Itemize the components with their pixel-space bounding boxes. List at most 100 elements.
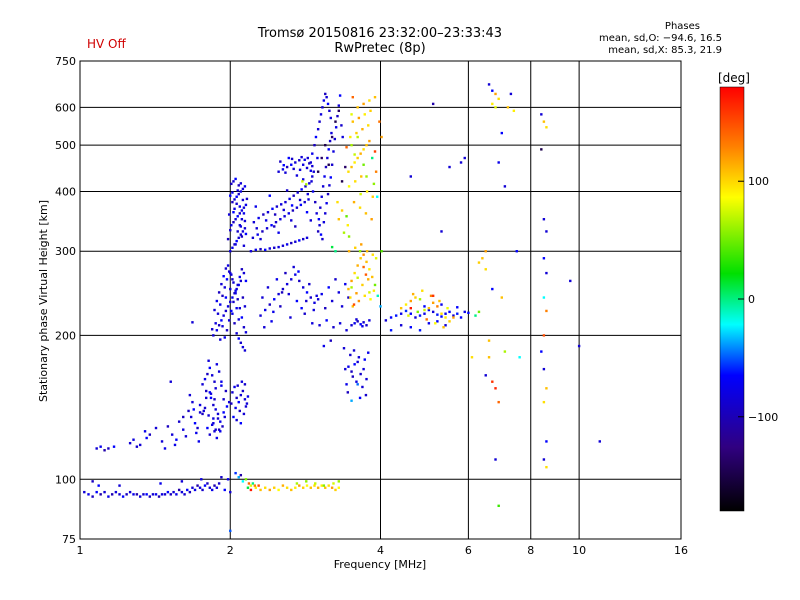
echo-point	[91, 495, 94, 498]
echo-point	[448, 320, 451, 323]
echo-point	[326, 156, 329, 160]
echo-point	[192, 408, 195, 411]
echo-point	[290, 163, 293, 166]
echo-point	[277, 170, 280, 173]
echo-point	[110, 493, 114, 496]
echo-point	[355, 292, 358, 295]
y-tick-label: 200	[55, 329, 76, 342]
echo-point	[356, 360, 359, 364]
echo-point	[169, 380, 172, 383]
echo-point	[224, 296, 228, 299]
echo-point	[337, 486, 341, 489]
echo-point	[340, 305, 344, 308]
echo-point	[235, 195, 238, 198]
y-axis-ticks: 75 100 200 300 400 500 600 750	[55, 55, 76, 546]
echo-point	[318, 324, 321, 327]
echo-point	[294, 486, 297, 489]
echo-point	[436, 313, 439, 316]
echo-point	[95, 490, 98, 494]
echo-point	[208, 366, 212, 370]
echo-point	[340, 209, 344, 212]
colorbar-label: [deg]	[718, 71, 750, 85]
echo-point	[242, 244, 246, 247]
echo-point	[354, 180, 357, 183]
echo-point	[545, 271, 548, 275]
echo-point	[215, 329, 219, 332]
echo-point	[240, 380, 244, 383]
echo-point	[319, 206, 322, 209]
echo-point	[229, 194, 232, 197]
echo-point	[542, 120, 546, 123]
echo-point	[309, 169, 312, 172]
y-tick-label: 750	[55, 55, 76, 68]
echo-point	[459, 316, 463, 319]
echo-point	[327, 163, 330, 166]
echo-point	[222, 274, 225, 278]
echo-point	[337, 104, 341, 107]
echo-point	[309, 219, 312, 222]
echo-point	[358, 250, 362, 253]
echo-point	[240, 316, 244, 319]
echo-point	[330, 245, 334, 249]
echo-point	[206, 372, 209, 376]
echo-point	[231, 312, 234, 315]
echo-point	[487, 356, 491, 359]
echo-point	[298, 239, 301, 242]
echo-point	[103, 449, 106, 452]
echo-point	[306, 156, 309, 160]
echo-point	[197, 440, 201, 443]
echo-point	[440, 230, 443, 233]
echo-point	[500, 296, 504, 299]
echo-point	[452, 314, 455, 317]
echo-point	[291, 209, 295, 212]
echo-point	[237, 192, 240, 196]
echo-point	[268, 488, 271, 492]
echo-point	[407, 314, 410, 317]
echo-point	[350, 113, 353, 116]
echo-point	[545, 387, 548, 390]
echo-point	[356, 106, 359, 109]
echo-point	[542, 367, 546, 371]
echo-point	[229, 300, 232, 304]
echo-point	[367, 351, 370, 354]
echo-point	[374, 257, 378, 260]
echo-point	[337, 218, 341, 221]
echo-point	[356, 320, 359, 323]
echo-point	[242, 206, 246, 209]
echo-point	[427, 308, 431, 312]
echo-point	[324, 165, 328, 169]
echo-point	[316, 127, 320, 131]
echo-point	[198, 403, 202, 407]
echo-point	[324, 212, 327, 215]
echo-point	[356, 383, 359, 386]
echo-point	[219, 420, 222, 423]
echo-point	[298, 168, 302, 172]
echo-point	[221, 325, 224, 328]
echo-point	[232, 221, 235, 224]
echo-point	[409, 326, 412, 329]
echo-point	[371, 275, 374, 279]
echo-point	[169, 493, 172, 496]
echo-point	[416, 310, 419, 314]
echo-point	[231, 391, 234, 394]
echo-point	[237, 236, 240, 240]
echo-point	[220, 380, 223, 383]
echo-point	[213, 308, 216, 312]
echo-point	[239, 393, 243, 397]
echo-point	[327, 148, 330, 151]
echo-point	[285, 243, 289, 246]
echo-point	[236, 283, 239, 287]
echo-point	[320, 292, 323, 296]
echo-point	[242, 412, 246, 416]
echo-point	[328, 139, 332, 143]
echo-point	[305, 236, 309, 240]
echo-point	[280, 203, 283, 206]
echo-point	[349, 353, 352, 357]
echo-point	[545, 126, 548, 129]
echo-point	[298, 198, 302, 202]
echo-point	[312, 170, 315, 173]
echo-point	[324, 92, 327, 96]
echo-point	[431, 102, 435, 106]
echo-point	[236, 298, 239, 301]
echo-point	[251, 482, 255, 485]
